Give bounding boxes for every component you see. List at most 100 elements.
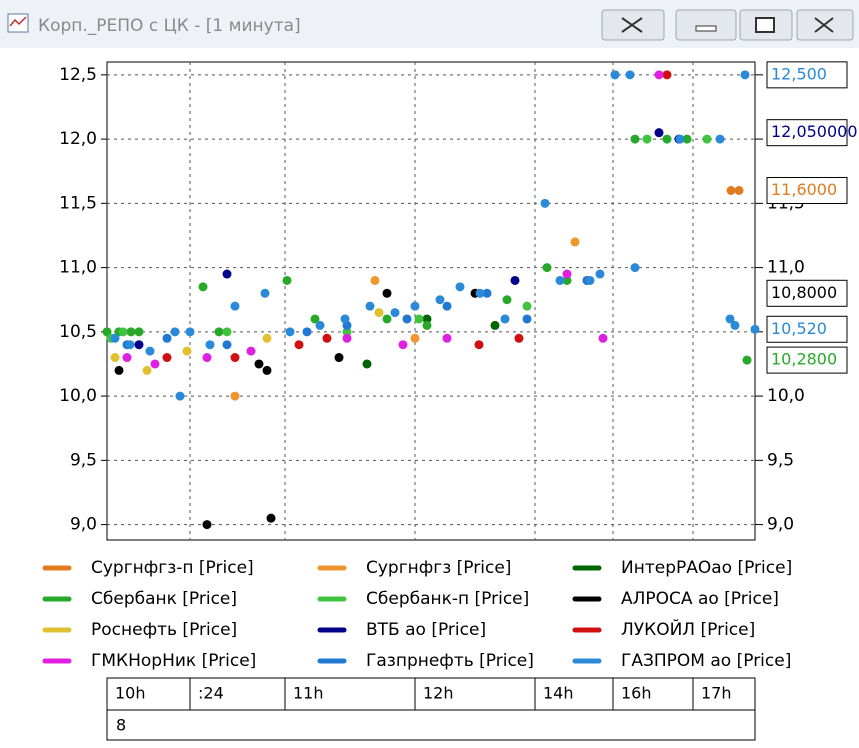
x-tick-label: 10h	[115, 684, 146, 703]
point	[260, 288, 270, 298]
point	[222, 269, 232, 279]
minimize-button[interactable]	[675, 9, 737, 41]
point	[442, 301, 452, 311]
point	[162, 333, 172, 343]
last-value-box	[766, 119, 848, 147]
point	[585, 275, 595, 285]
point	[715, 134, 725, 144]
point	[410, 301, 420, 311]
x-tick-label: 11h	[293, 684, 324, 703]
point	[742, 355, 752, 365]
point	[598, 333, 608, 343]
point	[630, 134, 640, 144]
point	[342, 327, 352, 337]
last-value-box	[766, 315, 848, 343]
y2-tick-label: 11,0	[767, 258, 805, 278]
point	[562, 269, 572, 279]
last-value-box	[766, 346, 848, 374]
point	[734, 185, 744, 195]
point	[340, 314, 350, 324]
y2-tick-label: 10,0	[767, 386, 805, 406]
link-icon	[621, 17, 643, 33]
point	[134, 340, 144, 350]
x-tick-label: 14h	[543, 684, 574, 703]
point	[382, 314, 392, 324]
point	[475, 288, 485, 298]
point	[390, 308, 400, 318]
point	[402, 314, 412, 324]
point	[246, 346, 256, 356]
last-value-label: 10,8000	[771, 283, 837, 302]
point	[118, 327, 128, 337]
point	[198, 282, 208, 292]
point	[422, 320, 432, 330]
point	[490, 320, 500, 330]
point	[726, 185, 736, 195]
x-tick-label: :24	[198, 684, 224, 703]
point	[662, 70, 672, 80]
x-tick-label: 12h	[423, 684, 454, 703]
window-title: Корп._РЕПО с ЦК - [1 минута]	[38, 16, 301, 36]
x-tick-label: 16h	[621, 684, 652, 703]
point	[170, 327, 180, 337]
y-tick-label: 11,0	[59, 258, 97, 278]
x-tick-label: 17h	[701, 684, 732, 703]
legend-label: Роснефть [Price]	[91, 620, 237, 640]
point	[374, 308, 384, 318]
point	[222, 340, 232, 350]
point	[334, 353, 344, 363]
last-value-label: 12,500	[771, 64, 827, 83]
point	[362, 359, 372, 369]
point	[214, 327, 224, 337]
plot-frame	[106, 61, 756, 541]
y2-tick-label: 9,0	[767, 515, 794, 535]
legend-label: ВТБ ао [Price]	[366, 620, 486, 640]
point	[114, 365, 124, 375]
close-icon	[814, 17, 834, 33]
point	[230, 391, 240, 401]
point	[230, 301, 240, 311]
point	[162, 353, 172, 363]
point	[540, 198, 550, 208]
point	[145, 346, 155, 356]
point	[455, 282, 465, 292]
point	[398, 340, 408, 350]
legend-label: Сургнфгз [Price]	[366, 558, 511, 578]
point	[610, 70, 620, 80]
point	[125, 340, 135, 350]
y-tick-label: 11,5	[59, 193, 97, 213]
point	[740, 70, 750, 80]
legend-label: Газпрнефть [Price]	[366, 651, 534, 671]
point	[675, 134, 685, 144]
y-tick-label: 10,5	[59, 322, 97, 342]
point	[230, 353, 240, 363]
point	[642, 134, 652, 144]
point	[342, 333, 352, 343]
point	[482, 288, 492, 298]
point	[654, 70, 664, 80]
point	[315, 320, 325, 330]
point	[262, 333, 272, 343]
bottom-value: 8	[116, 716, 126, 735]
point	[442, 333, 452, 343]
last-value-box	[766, 61, 848, 89]
point	[555, 275, 565, 285]
maximize-icon	[755, 17, 775, 33]
point	[410, 333, 420, 343]
point	[522, 301, 532, 311]
point	[570, 237, 580, 247]
point	[126, 327, 136, 337]
point	[142, 365, 152, 375]
point	[474, 340, 484, 350]
legend-label: ГАЗПРОМ ао [Price]	[621, 651, 791, 671]
legend-label: АЛРОСА ао [Price]	[621, 589, 779, 609]
point	[654, 128, 664, 138]
point	[282, 275, 292, 285]
last-value-label: 10,520	[771, 319, 827, 338]
point	[500, 314, 510, 324]
point	[102, 327, 112, 337]
point	[630, 263, 640, 273]
point	[625, 70, 635, 80]
point	[266, 513, 276, 523]
